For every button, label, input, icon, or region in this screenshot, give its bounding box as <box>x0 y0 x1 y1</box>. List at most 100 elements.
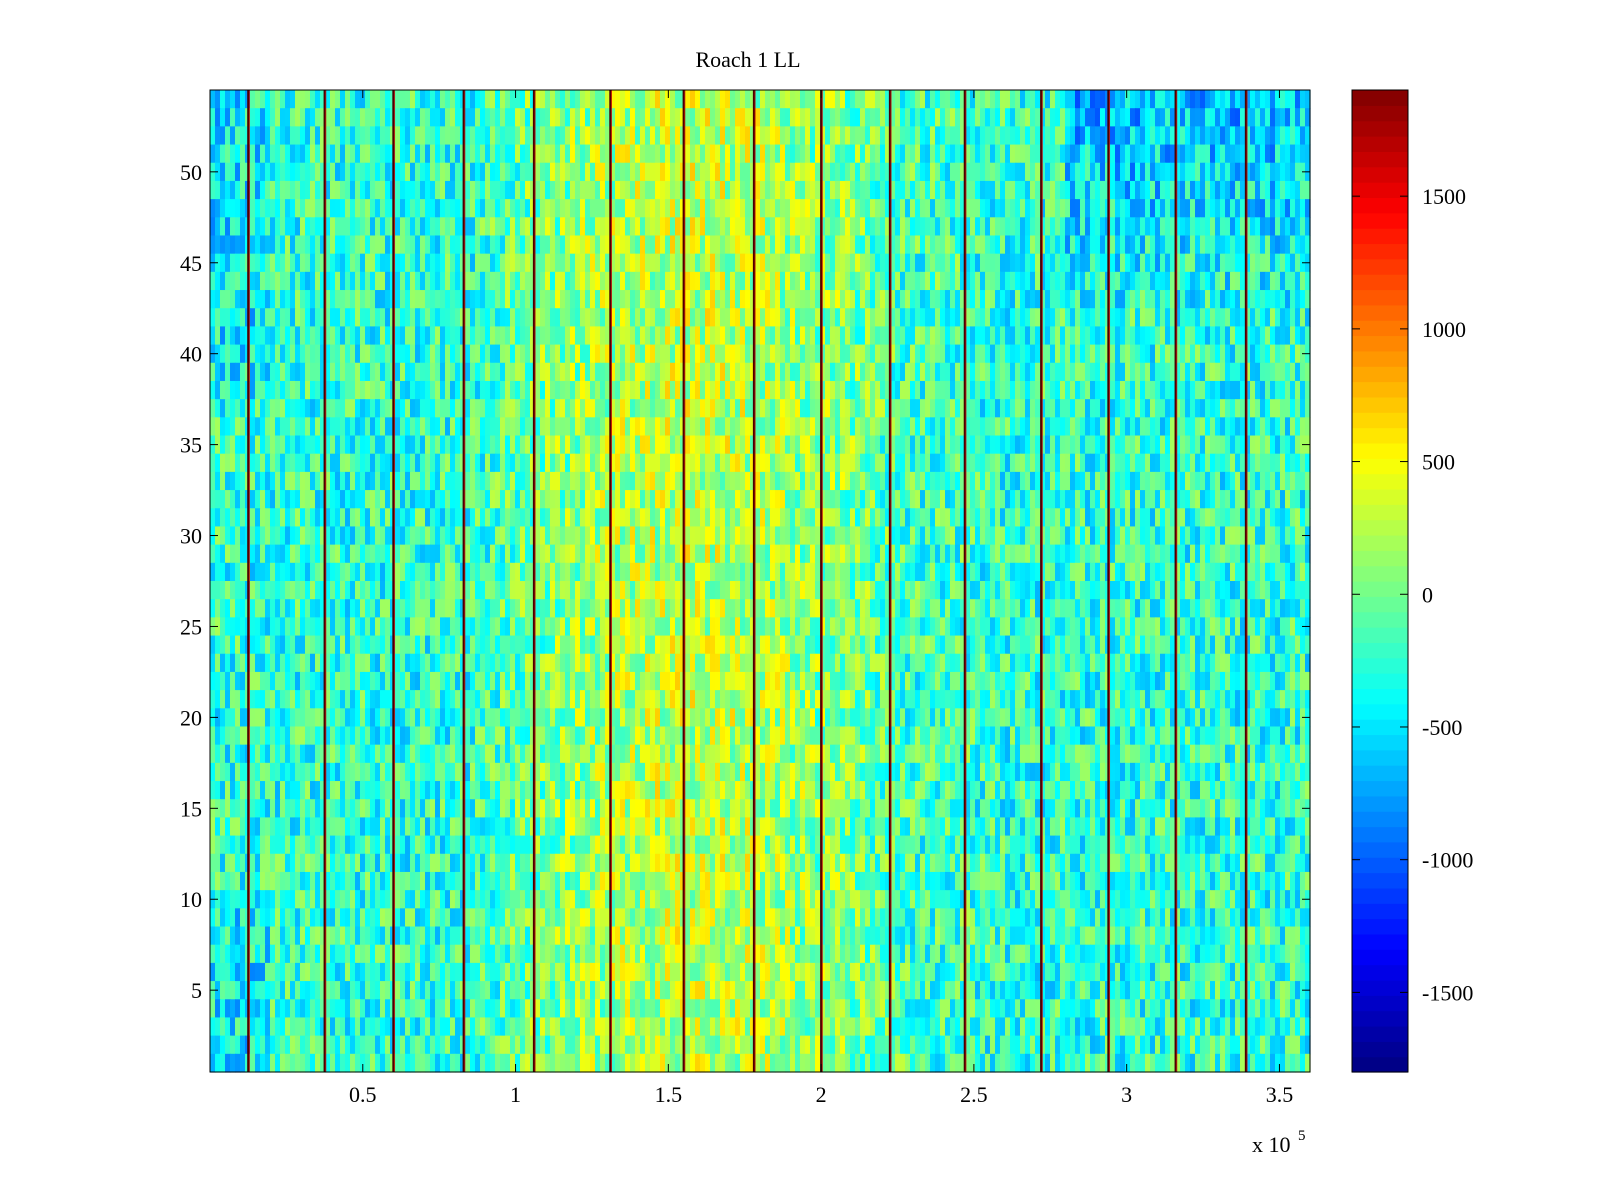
heatmap-cell <box>540 253 546 273</box>
heatmap-cell <box>490 162 496 182</box>
heatmap-cell <box>1005 90 1011 109</box>
heatmap-cell <box>215 308 221 328</box>
heatmap-cell <box>1035 417 1041 437</box>
heatmap-cell <box>1135 380 1141 400</box>
heatmap-cell <box>1210 326 1216 346</box>
heatmap-cell <box>405 435 411 455</box>
heatmap-cell <box>445 490 451 509</box>
heatmap-cell <box>495 453 501 473</box>
heatmap-cell <box>985 290 991 309</box>
heatmap-cell <box>1010 435 1016 455</box>
heatmap-cell <box>745 380 751 400</box>
heatmap-cell <box>1195 199 1201 218</box>
heatmap-cell <box>395 253 401 273</box>
heatmap-cell <box>1235 471 1241 491</box>
heatmap-cell <box>1290 344 1296 364</box>
heatmap-cell <box>825 417 831 437</box>
heatmap-cell <box>555 399 561 418</box>
heatmap-cell <box>630 217 636 237</box>
heatmap-cell <box>780 308 786 328</box>
heatmap-cell <box>1210 253 1216 273</box>
heatmap-cell <box>285 344 291 364</box>
heatmap-cell <box>305 453 311 473</box>
heatmap-cell <box>1225 471 1231 491</box>
heatmap-cell <box>470 217 476 237</box>
heatmap-cell <box>1145 90 1151 109</box>
heatmap-cell <box>1080 144 1086 164</box>
heatmap-cell <box>590 144 596 164</box>
heatmap-cell <box>295 362 301 382</box>
heatmap-cell <box>1200 162 1206 182</box>
heatmap-cell <box>1245 108 1251 127</box>
heatmap-cell <box>505 344 511 364</box>
heatmap-cell <box>1025 126 1031 146</box>
heatmap-cell <box>735 417 741 437</box>
heatmap-cell <box>405 199 411 218</box>
heatmap-cell <box>320 490 326 509</box>
heatmap-cell <box>235 271 241 291</box>
heatmap-cell <box>610 308 616 328</box>
heatmap-cell <box>505 90 511 109</box>
heatmap-cell <box>735 199 741 218</box>
heatmap-cell <box>1110 290 1116 309</box>
heatmap-cell <box>715 90 721 109</box>
heatmap-cell <box>980 162 986 182</box>
heatmap-cell <box>610 235 616 255</box>
heatmap-cell <box>775 217 781 237</box>
heatmap-cell <box>275 399 281 418</box>
heatmap-cell <box>955 180 961 200</box>
heatmap-cell <box>790 380 796 400</box>
heatmap-cell <box>1030 308 1036 328</box>
heatmap-cell <box>730 362 736 382</box>
heatmap-cell <box>645 199 651 218</box>
heatmap-cell <box>925 217 931 237</box>
heatmap-cell <box>1200 453 1206 473</box>
heatmap-cell <box>345 380 351 400</box>
heatmap-cell <box>1170 308 1176 328</box>
heatmap-cell <box>1155 362 1161 382</box>
heatmap-cell <box>1195 253 1201 273</box>
heatmap-cell <box>565 308 571 328</box>
heatmap-cell <box>1210 271 1216 291</box>
heatmap-cell <box>1115 308 1121 328</box>
heatmap-cell <box>1140 471 1146 491</box>
heatmap-cell <box>1130 144 1136 164</box>
heatmap-cell <box>540 399 546 418</box>
heatmap-cell <box>725 253 731 273</box>
heatmap-cell <box>1095 326 1101 346</box>
heatmap-cell <box>965 199 971 218</box>
heatmap-cell <box>530 290 536 309</box>
heatmap-cell <box>690 417 696 437</box>
heatmap-cell <box>810 453 816 473</box>
heatmap-cell <box>720 326 726 346</box>
heatmap-cell <box>605 380 611 400</box>
heatmap-cell <box>1220 435 1226 455</box>
heatmap-cell <box>1170 326 1176 346</box>
heatmap-cell <box>1145 290 1151 309</box>
heatmap-cell <box>370 108 376 127</box>
heatmap-cell <box>655 308 661 328</box>
heatmap-cell <box>310 253 316 273</box>
heatmap-cell <box>1190 417 1196 437</box>
heatmap-cell <box>910 362 916 382</box>
heatmap-cell <box>1010 362 1016 382</box>
heatmap-cell <box>795 162 801 182</box>
heatmap-cell <box>965 399 971 418</box>
heatmap-cell <box>835 162 841 182</box>
heatmap-cell <box>990 271 996 291</box>
heatmap-cell <box>810 290 816 309</box>
heatmap-cell <box>380 235 386 255</box>
heatmap-cell <box>835 180 841 200</box>
heatmap-cell <box>265 399 271 418</box>
heatmap-cell <box>790 271 796 291</box>
heatmap-cell <box>1305 199 1311 218</box>
heatmap-cell <box>730 290 736 309</box>
heatmap-cell <box>560 326 566 346</box>
heatmap-cell <box>420 290 426 309</box>
heatmap-cell <box>580 108 586 127</box>
heatmap-cell <box>960 126 966 146</box>
heatmap-cell <box>1255 253 1261 273</box>
heatmap-cell <box>275 453 281 473</box>
heatmap-cell <box>400 362 406 382</box>
heatmap-cell <box>620 235 626 255</box>
